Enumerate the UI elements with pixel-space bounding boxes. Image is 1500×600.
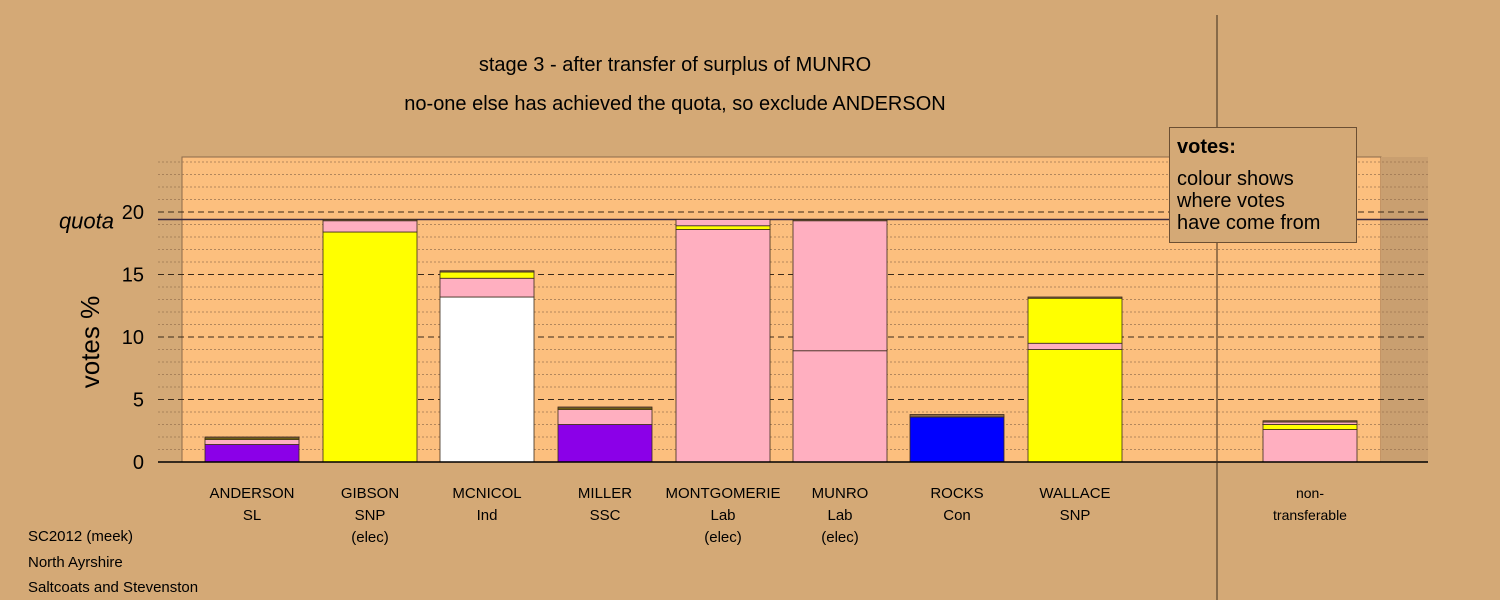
- y-tick-label: 0: [133, 452, 144, 474]
- candidate-name: MONTGOMERIE: [666, 485, 781, 502]
- bar-segment-anderson: [204, 444, 300, 463]
- legend-title: votes:: [1177, 136, 1236, 158]
- candidate-name: GIBSON: [341, 485, 399, 502]
- quota-label: quota: [59, 209, 114, 234]
- bar-segment-anderson: [204, 436, 300, 439]
- legend-text: colour shows where votes have come from: [1177, 168, 1321, 234]
- candidate-name: MCNICOL: [452, 485, 521, 502]
- bar-segment-mcnicol: [439, 277, 535, 298]
- bar-segment-montgomerie: [675, 229, 771, 463]
- candidate-name: MILLER: [578, 485, 632, 502]
- bar-segment-non: [1262, 424, 1358, 430]
- bar-segment-mcnicol: [439, 270, 535, 273]
- candidate-party: SNP: [355, 507, 386, 524]
- y-axis-label: votes %: [75, 296, 105, 389]
- bar-segment-miller: [557, 409, 653, 425]
- bar-segment-gibson: [322, 219, 418, 222]
- bar-segment-wallace: [1027, 296, 1123, 299]
- bar-segment-miller: [557, 406, 653, 409]
- bar-segment-mcnicol: [439, 296, 535, 463]
- candidate-name: MUNRO: [812, 485, 869, 502]
- bar-segment-munro: [792, 350, 888, 463]
- candidate-party: Lab: [710, 507, 735, 524]
- chart-title: stage 3 - after transfer of surplus of M…: [478, 54, 872, 76]
- bar-segment-munro: [792, 219, 888, 222]
- candidate-party: Ind: [477, 507, 498, 524]
- candidate-party: SL: [243, 507, 261, 524]
- bar-segment-anderson: [204, 439, 300, 445]
- candidate-name: WALLACE: [1039, 485, 1110, 502]
- candidate-party: transferable: [1273, 507, 1347, 523]
- footer-method: SC2012 (meek): [28, 528, 134, 545]
- footer-council: North Ayrshire: [28, 554, 123, 571]
- candidate-party: Con: [943, 507, 971, 524]
- chart-subtitle: no-one else has achieved the quota, so e…: [404, 93, 946, 115]
- candidate-party: SNP: [1060, 507, 1091, 524]
- bar-segment-rocks: [909, 416, 1005, 463]
- candidate-name: ANDERSON: [209, 485, 294, 502]
- y-tick-label: 15: [122, 265, 144, 287]
- y-tick-label: 5: [133, 390, 144, 412]
- candidate-name: ROCKS: [930, 485, 983, 502]
- bar-segment-mcnicol: [439, 271, 535, 279]
- bar-segment-wallace: [1027, 342, 1123, 350]
- candidate-status: (elec): [351, 529, 389, 546]
- candidate-status: (elec): [704, 529, 742, 546]
- footer-ward: Saltcoats and Stevenston: [28, 579, 199, 596]
- y-tick-label: 10: [122, 327, 144, 349]
- bar-segment-gibson: [322, 220, 418, 233]
- candidate-party: SSC: [590, 507, 621, 524]
- bar-segment-munro: [792, 220, 888, 352]
- plot-right-strip: [1381, 157, 1428, 462]
- bar-segment-montgomerie: [675, 225, 771, 230]
- candidate-party: Lab: [827, 507, 852, 524]
- bar-segment-miller: [557, 424, 653, 463]
- bar-segment-wallace: [1027, 297, 1123, 344]
- legend: votes: colour shows where votes have com…: [1169, 127, 1357, 243]
- bar-segment-rocks: [909, 414, 1005, 418]
- candidate-status: (elec): [821, 529, 859, 546]
- bar-segment-wallace: [1027, 349, 1123, 463]
- bar-segment-non: [1262, 429, 1358, 463]
- bar-segment-montgomerie: [675, 219, 771, 227]
- candidate-name: non-: [1296, 485, 1324, 501]
- bar-segment-gibson: [322, 231, 418, 463]
- bar-segment-non: [1262, 420, 1358, 423]
- y-tick-label: 20: [122, 202, 144, 224]
